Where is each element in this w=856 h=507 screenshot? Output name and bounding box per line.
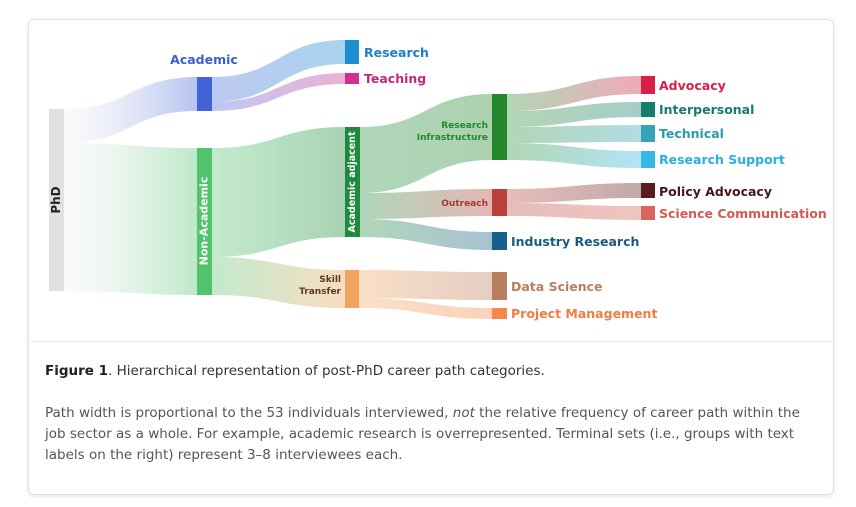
note-text-end: the relative frequency of career path wi… (45, 405, 800, 463)
link-non-academic-to-skill-transfer (212, 257, 345, 308)
link-phd-to-academic (64, 77, 197, 143)
note-text-start: Path width is proportional to the 53 ind… (45, 405, 453, 421)
node-non-academic (197, 148, 212, 295)
label-policy-advocacy: Policy Advocacy (659, 184, 772, 199)
label-skill-transfer: Skill Transfer (299, 275, 341, 297)
link-non-academic-to-academic-adjacent (212, 127, 345, 257)
label-technical: Technical (659, 126, 724, 141)
link-research-infrastructure-to-technical (507, 125, 641, 143)
label-academic: Academic (170, 52, 238, 67)
figure-card: PhD Academic Non-Academic Research Teaching A… (28, 19, 834, 495)
link-academic-adjacent-to-industry-research (360, 219, 492, 250)
sankey-diagram: PhD Academic Non-Academic Research Teaching A… (49, 40, 827, 321)
sankey-labels: PhD Academic Non-Academic Research Teaching A… (49, 45, 827, 321)
node-skill-transfer (345, 270, 359, 308)
link-research-infrastructure-to-interpersonal (507, 102, 641, 127)
link-outreach-to-policy-advocacy (507, 183, 641, 203)
label-advocacy: Advocacy (659, 78, 726, 93)
label-line: Transfer (299, 287, 341, 297)
label-data-science: Data Science (511, 279, 603, 294)
label-line: Research (441, 121, 488, 131)
node-teaching (345, 73, 359, 84)
label-outreach: Outreach (441, 199, 488, 209)
figure-label: Figure 1 (45, 363, 109, 379)
label-academic-adjacent: Academic adjacent (347, 131, 358, 232)
node-interpersonal (641, 102, 655, 117)
node-data-science (492, 272, 507, 300)
link-academic-to-research (212, 40, 345, 102)
sankey-nodes (49, 40, 655, 319)
link-research-infrastructure-to-advocacy (507, 76, 641, 111)
label-line: Skill (319, 275, 341, 285)
label-research-support: Research Support (659, 152, 785, 167)
node-research-support (641, 151, 655, 168)
label-industry-research: Industry Research (511, 234, 639, 249)
link-academic-to-teaching (212, 73, 345, 111)
node-industry-research (492, 232, 507, 250)
note-emphasis: not (452, 405, 475, 421)
label-interpersonal: Interpersonal (659, 102, 754, 117)
node-research-infrastructure (492, 94, 507, 160)
node-research (345, 40, 359, 64)
node-technical (641, 125, 655, 142)
label-non-academic: Non-Academic (198, 177, 211, 266)
link-research-infrastructure-to-research-support (507, 143, 641, 168)
node-outreach (492, 189, 507, 216)
node-advocacy (641, 76, 655, 94)
link-skill-transfer-to-project-management (359, 298, 492, 319)
node-project-management (492, 308, 507, 319)
sankey-links (64, 40, 641, 319)
node-policy-advocacy (641, 183, 655, 198)
label-research-infrastructure: Research Infrastructure (417, 121, 488, 143)
node-academic-adjacent (345, 127, 360, 237)
node-academic (197, 77, 212, 111)
figure-caption-text: . Hierarchical representation of post-Ph… (108, 363, 545, 379)
node-science-communication (641, 206, 655, 220)
label-science-communication: Science Communication (659, 206, 827, 221)
node-phd (49, 109, 64, 291)
link-academic-adjacent-to-outreach (360, 189, 492, 219)
label-research: Research (364, 45, 429, 60)
link-phd-to-non-academic (64, 143, 197, 295)
label-project-management: Project Management (511, 306, 657, 321)
link-outreach-to-science-communication (507, 203, 641, 220)
figure-note: Path width is proportional to the 53 ind… (45, 403, 820, 466)
caption-divider (29, 341, 833, 342)
label-line: Infrastructure (417, 133, 488, 143)
figure-caption: Figure 1. Hierarchical representation of… (45, 361, 815, 381)
label-teaching: Teaching (364, 71, 426, 86)
link-academic-adjacent-to-research-infrastructure (360, 94, 492, 193)
link-skill-transfer-to-data-science (359, 270, 492, 300)
label-phd: PhD (49, 186, 63, 213)
